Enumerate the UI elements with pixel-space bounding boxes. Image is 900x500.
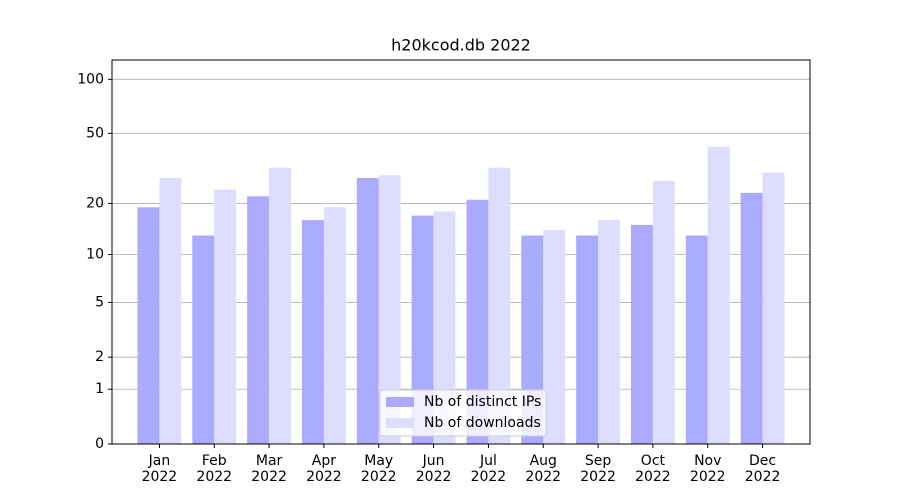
bar xyxy=(301,220,324,444)
bar xyxy=(543,230,566,444)
bar xyxy=(707,146,730,444)
x-tick-label: Jun 2022 xyxy=(415,453,452,485)
bar xyxy=(247,196,270,444)
x-tick-label: Nov 2022 xyxy=(689,453,726,485)
y-tick-label: 10 xyxy=(86,247,104,263)
bar xyxy=(488,167,511,444)
y-tick-label: 5 xyxy=(95,294,104,310)
bar xyxy=(137,207,160,444)
bar xyxy=(214,189,237,444)
legend-label: Nb of downloads xyxy=(424,415,541,431)
y-tick-label: 100 xyxy=(77,71,104,87)
bar xyxy=(576,235,599,444)
bar xyxy=(598,220,621,444)
bar xyxy=(652,180,675,445)
legend-label: Nb of distinct IPs xyxy=(424,394,541,410)
x-tick-label: Oct 2022 xyxy=(635,453,671,485)
x-tick-label: Apr 2022 xyxy=(306,453,342,485)
legend: Nb of distinct IPs Nb of downloads xyxy=(379,389,547,437)
y-tick-label: 1 xyxy=(95,381,104,397)
legend-swatch xyxy=(386,418,414,428)
bar xyxy=(159,177,182,444)
bar xyxy=(192,235,215,444)
axes-frame xyxy=(111,59,811,445)
y-tick-label: 50 xyxy=(86,125,104,141)
bar xyxy=(433,211,456,444)
bar xyxy=(466,199,489,444)
y-tick-label: 0 xyxy=(95,436,104,452)
y-tick-label: 20 xyxy=(86,195,104,211)
x-tick-label: Dec 2022 xyxy=(744,453,781,485)
x-tick-label: Aug 2022 xyxy=(525,453,562,485)
bar xyxy=(685,235,708,444)
bar xyxy=(762,172,785,444)
bar xyxy=(411,215,434,444)
bar xyxy=(740,192,763,444)
y-tick-label: 2 xyxy=(95,349,104,365)
bar xyxy=(269,167,292,444)
legend-swatch xyxy=(386,397,414,407)
bar xyxy=(356,177,379,444)
x-tick-label: Sep 2022 xyxy=(580,453,616,485)
x-tick-label: Jan 2022 xyxy=(141,453,178,485)
legend-box xyxy=(379,389,547,437)
x-tick-label: Feb 2022 xyxy=(196,453,233,485)
x-tick-label: May 2022 xyxy=(360,453,397,485)
chart-title: h20kcod.db 2022 xyxy=(391,36,531,55)
bar xyxy=(630,224,653,444)
bar xyxy=(323,207,346,444)
x-tick-label: Jul 2022 xyxy=(470,453,507,485)
bar xyxy=(378,175,401,444)
x-tick-label: Mar 2022 xyxy=(251,453,287,485)
